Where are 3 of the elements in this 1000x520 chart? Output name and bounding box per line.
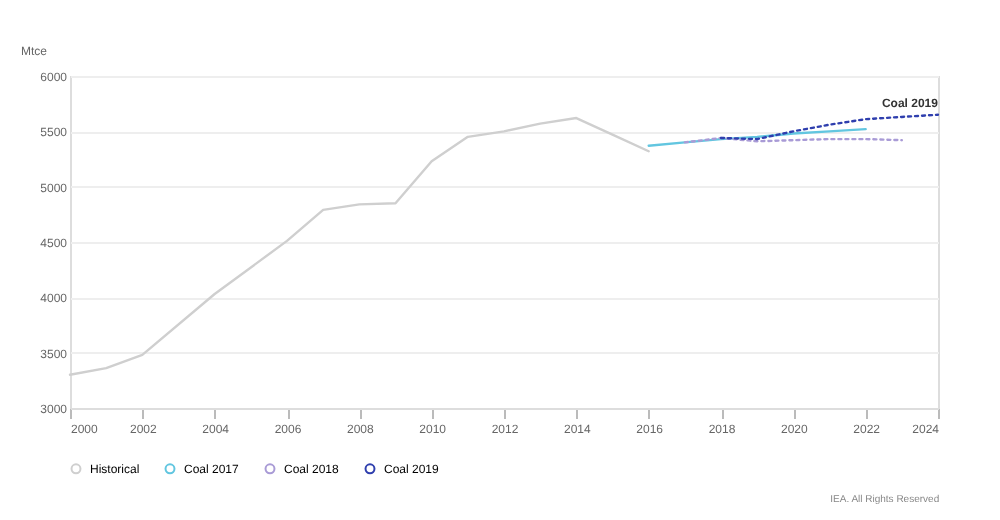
line-series bbox=[68, 116, 650, 376]
line-series bbox=[647, 127, 867, 147]
line-series bbox=[719, 113, 940, 141]
